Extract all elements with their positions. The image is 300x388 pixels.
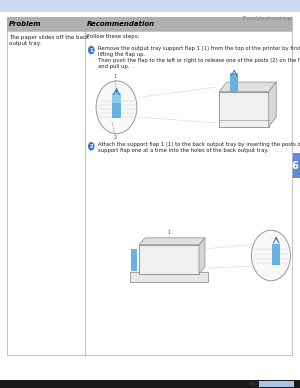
FancyBboxPatch shape <box>0 380 300 388</box>
Text: Remove the output tray support flap 1 (1) from the top of the printer by first
l: Remove the output tray support flap 1 (1… <box>98 46 300 69</box>
FancyBboxPatch shape <box>259 381 294 387</box>
Text: 2: 2 <box>89 144 93 149</box>
Text: 1: 1 <box>89 48 93 52</box>
Bar <box>131 249 137 271</box>
Text: Recommendation: Recommendation <box>87 21 155 27</box>
Text: Troubleshooting: Troubleshooting <box>242 16 292 21</box>
Bar <box>112 93 121 118</box>
Circle shape <box>88 46 94 54</box>
Polygon shape <box>199 238 205 274</box>
Text: 1: 1 <box>113 74 116 80</box>
Bar <box>139 245 199 274</box>
Bar <box>219 92 269 127</box>
Bar <box>130 272 208 282</box>
Text: 6: 6 <box>292 161 298 171</box>
Circle shape <box>88 142 94 151</box>
Circle shape <box>96 81 137 134</box>
Bar <box>230 73 238 92</box>
Circle shape <box>251 230 290 281</box>
Polygon shape <box>269 82 276 127</box>
Text: The paper slides off the back
output tray.: The paper slides off the back output tra… <box>9 35 89 46</box>
FancyBboxPatch shape <box>290 153 300 178</box>
Bar <box>7 17 292 355</box>
Text: Problem: Problem <box>9 21 41 27</box>
Bar <box>272 244 280 265</box>
Bar <box>112 93 121 103</box>
Polygon shape <box>139 238 205 245</box>
Text: Follow these steps:: Follow these steps: <box>87 34 140 39</box>
FancyBboxPatch shape <box>0 0 300 12</box>
Bar <box>7 17 292 31</box>
Polygon shape <box>219 82 276 92</box>
Text: 2: 2 <box>113 135 116 140</box>
Text: 1: 1 <box>167 230 170 235</box>
Text: Attach the support flap 1 (1) to the back output tray by inserting the posts of : Attach the support flap 1 (1) to the bac… <box>98 142 300 153</box>
Text: 84: 84 <box>249 382 256 386</box>
